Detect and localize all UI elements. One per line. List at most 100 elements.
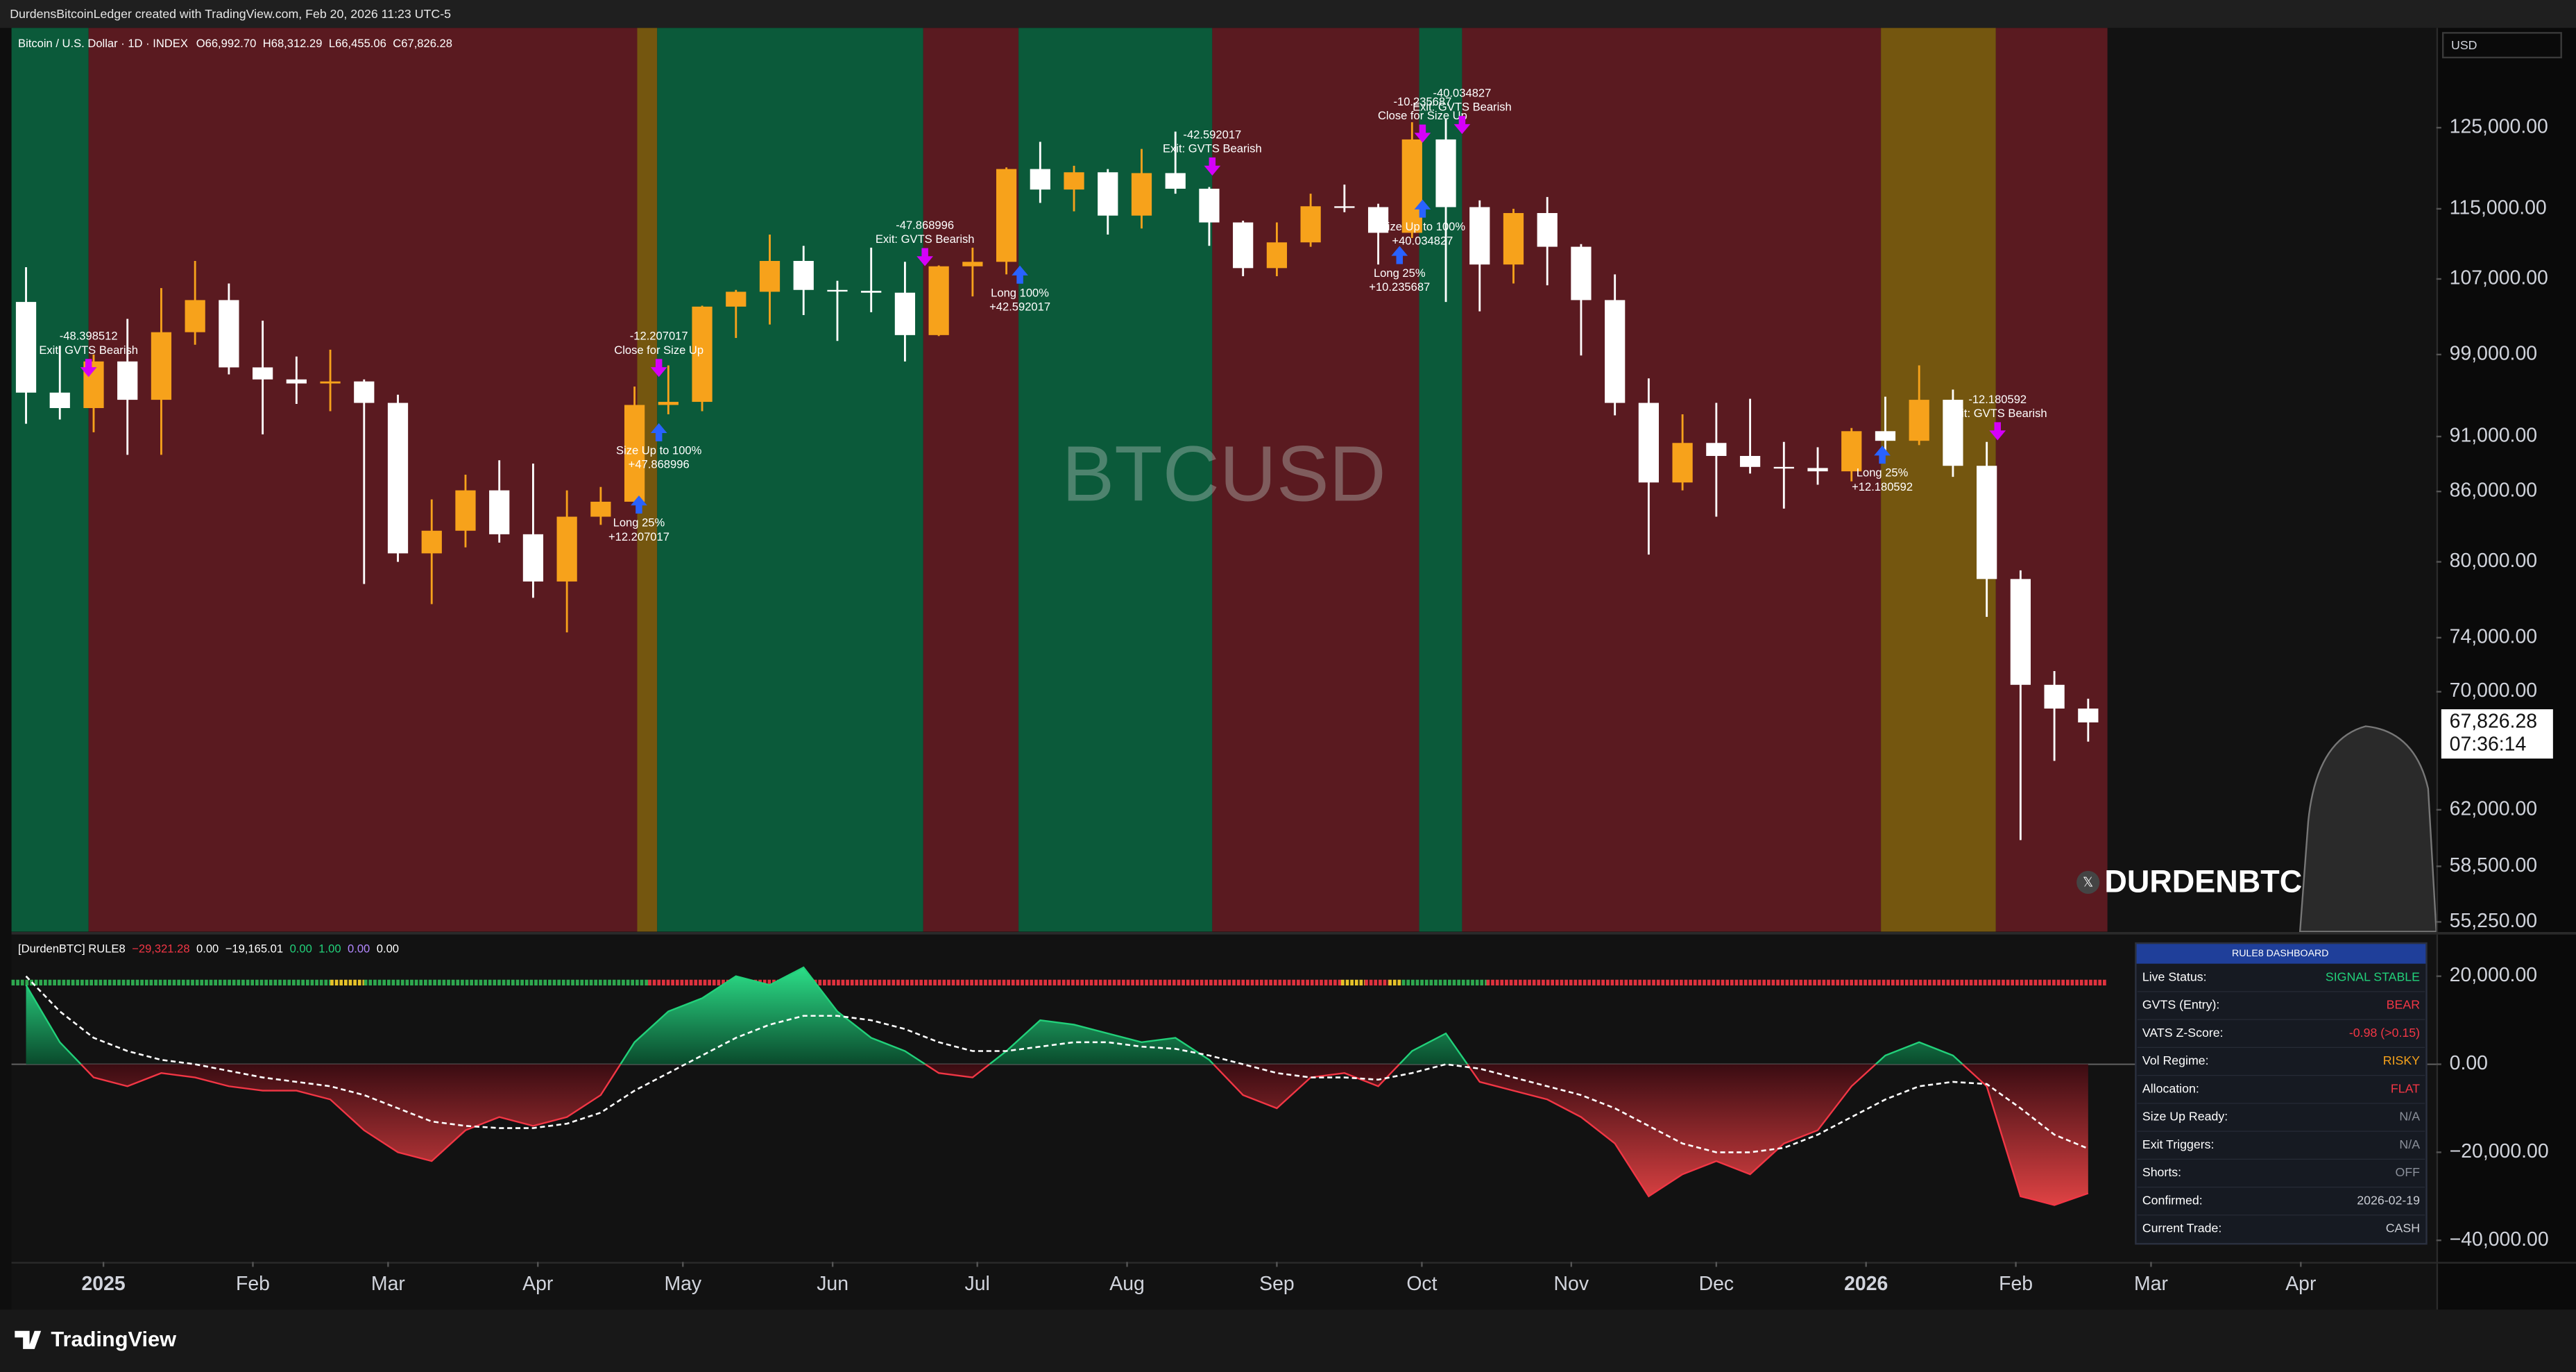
candle-body [1367,207,1389,233]
candle-body [827,289,848,292]
signal-arrow [1414,124,1431,143]
candle-body [624,405,645,502]
candle-body [2078,708,2099,722]
regime-layer [11,28,2108,932]
y-tick-label: 99,000.00 [2450,342,2537,364]
candle-body [793,260,814,290]
dashboard-panel [2135,942,2428,1245]
x-tick-label: Oct [1406,1273,1437,1295]
signal-label: Long 25% [1374,266,1426,280]
candle-body [15,302,37,393]
ohlc-label: H68,312.29 [263,37,323,50]
y-tick-label: 107,000.00 [2450,266,2548,289]
dashboard-label: Size Up Ready: [2142,1110,2228,1124]
candle-body [49,392,70,409]
chart-title: Bitcoin / U.S. Dollar · 1D · INDEX [18,37,188,50]
indicator-value: 0.00 [348,942,370,956]
header-bar [0,0,2576,28]
signal-label: -12.180592 [1968,393,2027,406]
candle-body [1841,431,1862,472]
y-tick-label: 70,000.00 [2450,679,2537,702]
signal-label: +40.034827 [1392,234,1453,247]
signal-label: -12.207017 [630,330,688,343]
dashboard-label: Confirmed: [2142,1193,2203,1207]
x-tick-label: Jun [817,1273,848,1295]
signal-label: Long 100% [991,286,1049,299]
candle-body [928,266,949,335]
candle-body [962,262,983,266]
oscillator-edge-positive [25,966,1964,1065]
candle-body [1503,212,1524,265]
indicator-value: −29,321.28 [132,942,189,956]
signal-arrow [1012,265,1028,284]
candle-body [1638,403,1660,483]
countdown: 07:36:14 [2450,734,2527,756]
signal-arrow [1453,116,1471,135]
y-tick-label: 58,500.00 [2450,854,2537,876]
header-text: DurdensBitcoinLedger created with Tradin… [10,7,451,21]
dashboard-value: N/A [2399,1137,2420,1151]
indicator-layer: [DurdenBTC] RULE8 −29,321.28 0.00 −19,165.0… [11,942,2437,1206]
signal-label: Close for Size Up [614,344,703,357]
x-tick-label: 2025 [82,1273,126,1295]
candle-body [1605,300,1626,403]
portrait [2298,725,2437,933]
x-tick-label: May [664,1273,701,1295]
candle-body [252,367,273,380]
indicator-title: [DurdenBTC] RULE8 [18,942,126,956]
signal-label: -40.034827 [1433,86,1492,99]
dashboard-value: N/A [2399,1110,2420,1124]
candle-body [1875,431,1896,441]
dashboard-value: 2026-02-19 [2357,1193,2420,1207]
signal-label: +47.868996 [629,458,690,471]
signal-label: -47.868996 [896,219,954,232]
price-axis-bg [2436,28,2576,1310]
x-tick-label: Jul [965,1273,990,1295]
x-tick-label: Aug [1109,1273,1145,1295]
candle-body [861,291,882,293]
candle-body [556,516,577,582]
currency: USD [2451,38,2477,52]
y-tick-label: 115,000.00 [2450,196,2547,219]
candle-body [1266,242,1288,269]
y-tick-label: 74,000.00 [2450,625,2537,647]
candle-body [354,381,375,403]
y-tick-label: 62,000.00 [2450,797,2537,820]
x-tick-label: Feb [1999,1273,2033,1295]
candle-body [1537,212,1558,247]
x-tick-label: Sep [1259,1273,1295,1295]
candle-body [1469,207,1490,265]
dashboard-value: RISKY [2383,1053,2420,1067]
y-tick-label: 80,000.00 [2450,550,2537,572]
signal-label: Exit: GVTS Bearish [1413,101,1512,114]
dashboard-value: CASH [2386,1221,2420,1235]
x-tick-label: Feb [236,1273,270,1295]
signal-arrow [1414,199,1431,218]
dashboard-label: Vol Regime: [2142,1053,2209,1067]
oscillator-edge-negative [80,1064,2089,1206]
signal-arrow [916,248,934,266]
y-tick-label: 125,000.00 [2450,116,2548,138]
y-tick-label: 86,000.00 [2450,480,2537,502]
signal-arrow [631,496,647,514]
y2-tick-label: 0.00 [2450,1052,2488,1074]
regime-band [657,28,923,932]
signal-label: -42.592017 [1183,128,1241,141]
dashboard: RULE8 DASHBOARD Live Status: SIGNAL STABL… [2135,942,2428,1245]
last-price-label: 67,826.28 [2450,710,2537,732]
candle-body [421,530,442,554]
candle-body [1943,400,1963,466]
signal-label: Exit: GVTS Bearish [1163,142,1262,155]
candle-body [1977,466,1997,579]
candle-body [320,381,341,384]
indicator-value: 1.00 [318,942,341,956]
candle-body [1300,206,1321,243]
candle-body [1739,455,1761,467]
regime-band [923,28,1019,932]
signal-label: +42.592017 [989,300,1050,313]
x-tick-label: Apr [2285,1273,2316,1295]
signal-label: Exit: GVTS Bearish [39,344,138,357]
